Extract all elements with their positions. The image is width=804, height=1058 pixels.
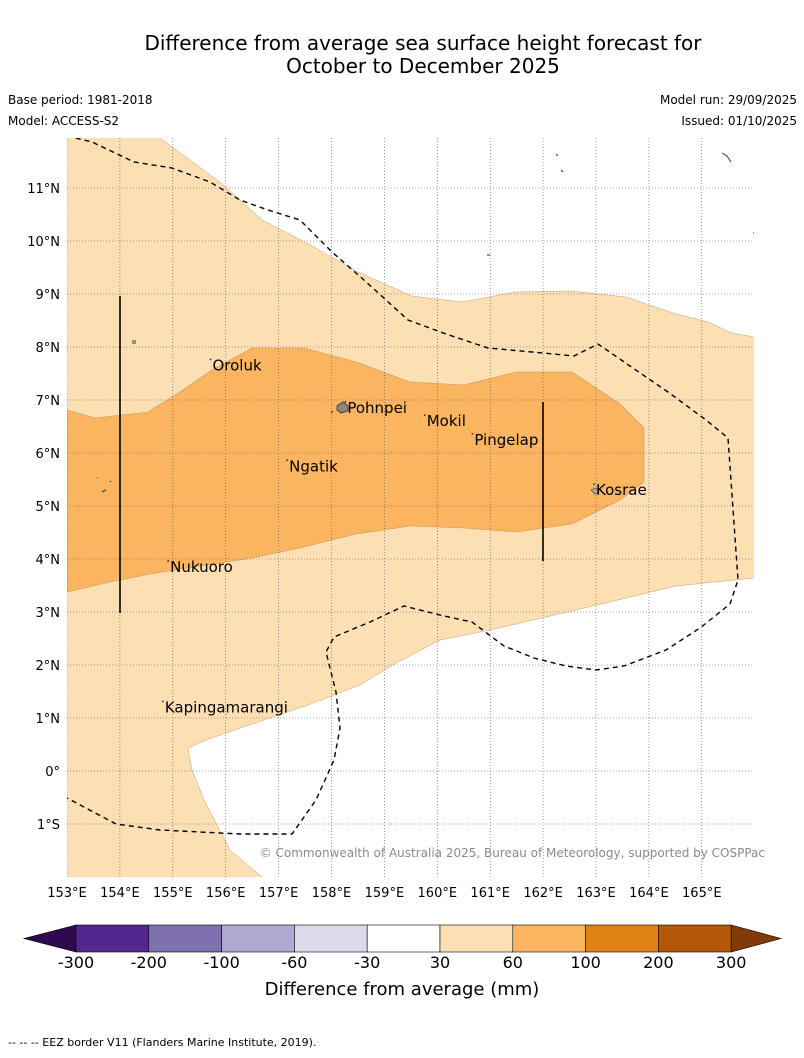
colorbar-swatch <box>585 924 659 953</box>
base-period: Base period: 1981-2018 <box>8 93 153 107</box>
lon-tick-label: 155°E <box>153 886 193 901</box>
colorbar-tick-label: 300 <box>716 953 747 972</box>
lat-tick-label: 11°N <box>27 182 60 197</box>
lat-tick-label: 7°N <box>36 394 61 409</box>
place-dot <box>423 414 426 417</box>
map-area: Oroluk Pohnpei Mokil Pingelap Ngatik Kosrae Nu… <box>67 138 754 877</box>
lon-tick-label: 161°E <box>470 886 510 901</box>
contour-30-south <box>187 577 754 877</box>
lat-tick-label: 1°S <box>37 818 60 833</box>
lat-tick-label: 8°N <box>36 341 61 356</box>
anomaly-below-30-south <box>188 578 754 877</box>
lon-tick-label: 165°E <box>682 886 722 901</box>
lat-tick-label: 10°N <box>27 235 60 250</box>
colorbar-tick-label: 100 <box>570 953 601 972</box>
model-name: Model: ACCESS-S2 <box>8 114 120 128</box>
longitude-labels: 153°E 154°E 155°E 156°E 157°E 158°E 159°E 160°E… <box>47 886 721 901</box>
colorbar-tick-label: 200 <box>643 953 674 972</box>
latitude-labels: 11°N 10°N 9°N 8°N 7°N 6°N 5°N 4°N 3°N 2°N 1°N 0° 1°S <box>27 182 60 833</box>
colorbar-title: Difference from average (mm) <box>265 979 540 1000</box>
small-islets <box>97 152 754 493</box>
colorbar-swatch <box>75 924 150 953</box>
lon-tick-label: 157°E <box>259 886 299 901</box>
place-dot <box>209 358 212 361</box>
colorbar-tick-label: -30 <box>354 953 380 972</box>
colorbar-tick-label: -200 <box>131 953 167 972</box>
lon-tick-label: 156°E <box>206 886 246 901</box>
colorbar-tick-label: 60 <box>503 953 523 972</box>
model-run: Model run: 29/09/2025 <box>659 93 797 107</box>
pohnpei-island <box>336 401 349 414</box>
atoll-islet <box>131 339 137 345</box>
lon-tick-label: 163°E <box>576 886 616 901</box>
colorbar-swatch <box>221 924 295 953</box>
lon-tick-label: 162°E <box>523 886 563 901</box>
lon-tick-label: 159°E <box>365 886 405 901</box>
lat-tick-label: 4°N <box>36 553 61 568</box>
place-label: Mokil <box>427 412 466 430</box>
title-line-1: Difference from average sea surface heig… <box>144 31 702 55</box>
place-dot <box>344 401 347 403</box>
lat-tick-label: 6°N <box>36 447 61 462</box>
lat-tick-label: 0° <box>45 765 60 780</box>
anomaly-below-30-north <box>160 138 754 337</box>
lat-tick-label: 9°N <box>36 288 61 303</box>
graticule <box>67 138 754 877</box>
title-line-2: October to December 2025 <box>286 54 560 78</box>
place-labels: Oroluk Pohnpei Mokil Pingelap Ngatik Kosrae Nu… <box>161 357 647 716</box>
place-label: Pohnpei <box>347 399 407 417</box>
eez-border <box>67 138 739 835</box>
place-dot <box>286 459 289 462</box>
place-dot <box>593 483 595 485</box>
colorbar-tick-label: -100 <box>203 953 239 972</box>
place-dot <box>167 560 170 562</box>
colorbar-max-extend <box>730 924 783 953</box>
map-title: Difference from average sea surface heig… <box>0 32 804 78</box>
lon-tick-label: 154°E <box>100 886 140 901</box>
colorbar-min-extend <box>22 924 77 953</box>
colorbar-swatch <box>366 924 441 953</box>
colorbar-swatch <box>148 924 222 953</box>
contour-30-north <box>159 138 754 338</box>
lon-tick-label: 164°E <box>629 886 669 901</box>
place-label: Ngatik <box>289 457 338 475</box>
copyright-notice: © Commonwealth of Australia 2025, Bureau… <box>260 846 765 860</box>
lat-tick-label: 3°N <box>36 606 61 621</box>
colorbar-tick-label: 30 <box>430 953 450 972</box>
place-dot <box>471 432 474 435</box>
kosrae-island <box>590 487 600 495</box>
colorbar-swatch <box>439 924 514 953</box>
colorbar: -300 -200 -100 -60 -30 30 60 100 200 300 Differenc… <box>22 924 783 1000</box>
place-label: Nukuoro <box>170 558 233 576</box>
colorbar-swatch <box>512 924 586 953</box>
colorbar-tick-label: -300 <box>58 953 94 972</box>
place-label: Pingelap <box>474 431 538 449</box>
colorbar-swatch <box>294 924 368 953</box>
place-label: Kosrae <box>596 481 647 499</box>
place-dot <box>161 700 164 703</box>
colorbar-tick-label: -60 <box>281 953 307 972</box>
lon-tick-label: 160°E <box>418 886 458 901</box>
place-label: Oroluk <box>212 357 261 375</box>
lon-tick-label: 158°E <box>312 886 352 901</box>
colorbar-swatch <box>658 924 732 953</box>
issued-date: Issued: 01/10/2025 <box>681 114 797 128</box>
eez-footnote: -- -- -- EEZ border V11 (Flanders Marine… <box>8 1036 317 1049</box>
lat-tick-label: 1°N <box>36 712 61 727</box>
lat-tick-label: 2°N <box>36 659 61 674</box>
lat-tick-label: 5°N <box>36 500 61 515</box>
place-label: Kapingamarangi <box>165 698 288 716</box>
lon-tick-label: 153°E <box>47 886 87 901</box>
